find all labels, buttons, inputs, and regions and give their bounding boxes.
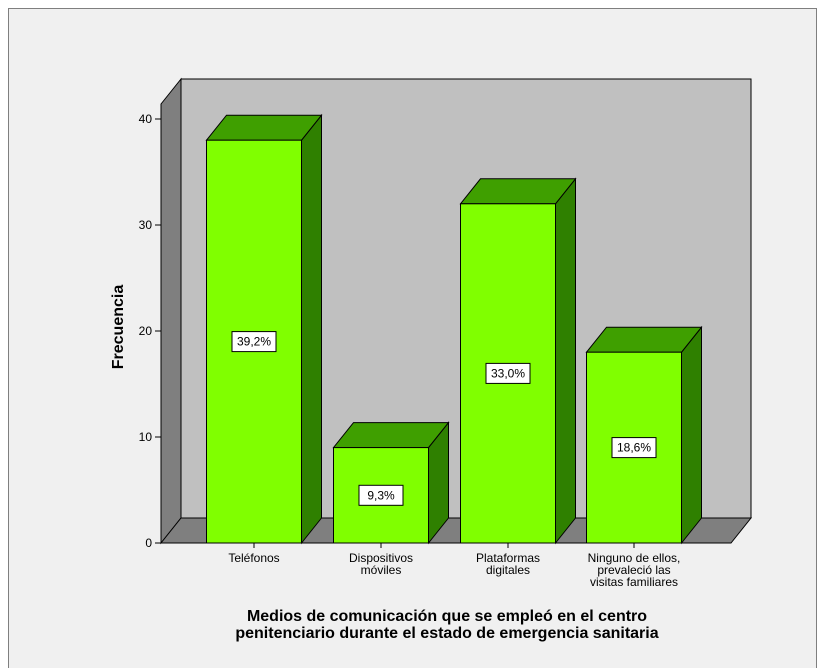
bar-front <box>333 447 429 544</box>
bar-top <box>459 178 577 205</box>
bar-data-label: 39,2% <box>231 331 277 353</box>
bar: 39,2% <box>205 113 323 545</box>
x-category-label: Dispositivos móviles <box>349 551 413 577</box>
bar-side <box>555 177 576 545</box>
y-tick-label: 10 <box>139 430 153 444</box>
y-tick-label: 40 <box>139 112 153 126</box>
data-label-box <box>358 484 404 506</box>
side-wall <box>160 77 182 545</box>
x-axis-categories: Teléfonos Dispositivos móviles Plataformas d… <box>228 543 680 589</box>
bar-data-label: 9,3% <box>358 484 404 506</box>
bar-top <box>205 114 323 141</box>
data-label-box <box>231 331 277 353</box>
bar-data-label: 18,6% <box>611 437 657 459</box>
bar-chart: 0 10 20 30 40 39,2% 9,3% 33,0% 18,6% Teléfonos D… <box>110 77 753 642</box>
bar-side <box>681 325 702 545</box>
data-label-text: 18,6% <box>617 441 651 455</box>
y-tick-label: 0 <box>145 536 152 550</box>
y-tick-label: 30 <box>139 218 153 232</box>
data-label-box <box>611 437 657 459</box>
bar-top <box>585 326 703 353</box>
bar: 9,3% <box>332 421 450 545</box>
bar: 18,6% <box>585 325 703 545</box>
data-label-text: 39,2% <box>237 335 271 349</box>
y-axis-label: Frecuencia <box>110 285 127 370</box>
y-axis: 0 10 20 30 40 <box>139 112 161 550</box>
data-label-text: 9,3% <box>367 488 395 502</box>
x-category-label: Teléfonos <box>228 551 279 565</box>
bars: 39,2% 9,3% 33,0% 18,6% <box>205 113 703 545</box>
bar-data-label: 33,0% <box>485 362 531 384</box>
chart-frame: 0 10 20 30 40 39,2% 9,3% 33,0% 18,6% Teléfonos D… <box>8 8 817 668</box>
x-axis-label: Medios de comunicación que se empleó en … <box>235 608 658 642</box>
y-tick-label: 20 <box>139 324 153 338</box>
data-label-text: 33,0% <box>491 366 525 380</box>
bar-side <box>301 113 322 545</box>
data-label-box <box>485 362 531 384</box>
x-category-label: Ninguno de ellos, prevaleció las visitas f… <box>588 551 681 589</box>
bar: 33,0% <box>459 177 577 545</box>
x-category-label: Plataformas digitales <box>476 551 540 577</box>
bar-top <box>332 422 450 449</box>
